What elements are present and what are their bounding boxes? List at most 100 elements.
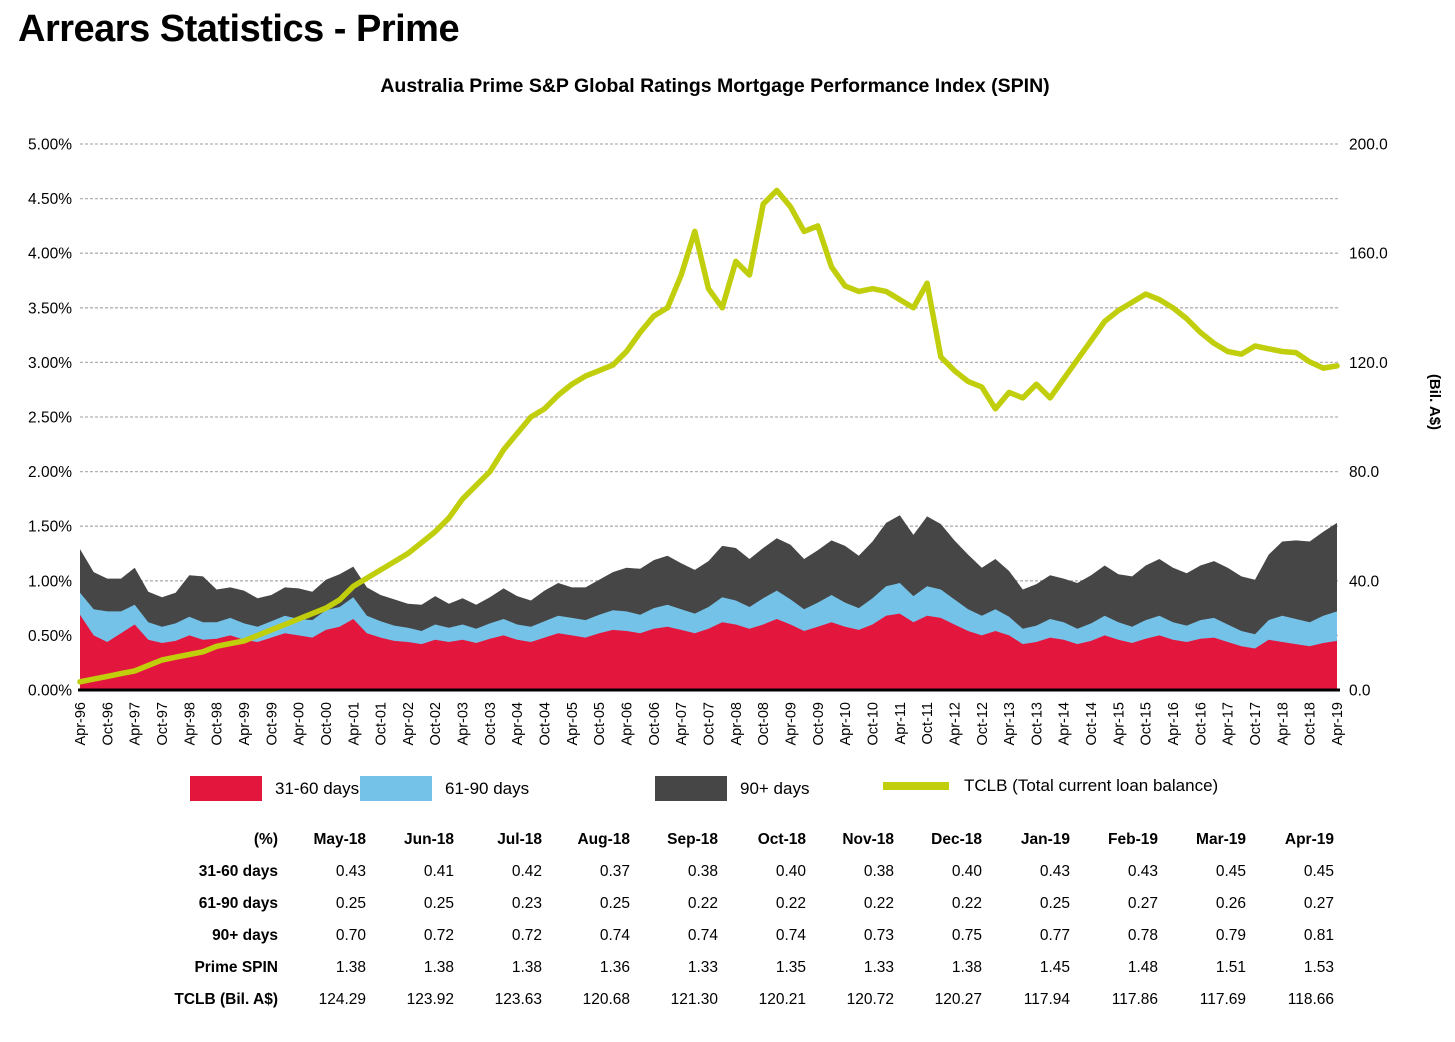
table-row: Prime SPIN 1.38 1.38 1.38 1.36 1.33 1.35 1.33 1.… (0, 952, 1336, 984)
cell-value: 0.25 (599, 895, 630, 912)
legend-item-61-90: 61-90 days (360, 776, 529, 801)
cell-value: 0.45 (1303, 863, 1334, 880)
x-axis-tick: Oct-09 (811, 702, 827, 746)
cell-value: 1.48 (1127, 959, 1158, 976)
cell-value: 0.79 (1215, 927, 1246, 944)
right-axis-tick: 40.0 (1349, 573, 1380, 590)
cell-value: 1.36 (599, 959, 630, 976)
cell-value: 1.38 (511, 959, 542, 976)
cell-value: 0.22 (951, 895, 982, 912)
cell-value: 0.22 (775, 895, 806, 912)
x-axis-tick: Oct-04 (538, 702, 554, 746)
cell-value: 0.75 (951, 927, 982, 944)
x-axis-tick: Apr-19 (1330, 702, 1346, 746)
column-header: Jan-19 (1020, 831, 1070, 848)
table-header-row: (%) May-18 Jun-18 Jul-18 Aug-18 Sep-18 Oct-18 N… (0, 824, 1336, 856)
cell-value: 1.53 (1303, 959, 1334, 976)
x-axis-tick: Apr-14 (1057, 702, 1073, 746)
legend-label: 31-60 days (275, 778, 360, 798)
x-axis-tick: Oct-00 (319, 702, 335, 746)
cell-value: 123.63 (494, 991, 542, 1008)
cell-value: 120.68 (582, 991, 630, 1008)
cell-value: 1.38 (951, 959, 982, 976)
cell-value: 0.38 (687, 863, 718, 880)
x-axis-tick: Oct-97 (155, 702, 171, 746)
cell-value: 1.38 (423, 959, 454, 976)
left-axis-tick: 1.50% (28, 519, 72, 536)
table-corner-header: (%) (253, 831, 278, 848)
cell-value: 1.38 (335, 959, 366, 976)
x-axis-tick: Apr-16 (1166, 702, 1182, 746)
column-header: Jul-18 (497, 831, 542, 848)
cell-value: 120.27 (934, 991, 982, 1008)
cell-value: 0.40 (775, 863, 806, 880)
cell-value: 0.72 (423, 927, 454, 944)
cell-value: 120.72 (846, 991, 894, 1008)
cell-value: 123.92 (406, 991, 454, 1008)
legend-swatch-tclb-line (883, 782, 949, 790)
x-axis-tick: Oct-14 (1084, 702, 1100, 746)
cell-value: 0.43 (1127, 863, 1158, 880)
cell-value: 0.43 (1039, 863, 1070, 880)
cell-value: 1.35 (775, 959, 806, 976)
table-row: 61-90 days 0.25 0.25 0.23 0.25 0.22 0.22 0.22 0.… (0, 888, 1336, 920)
cell-value: 0.70 (335, 927, 366, 944)
legend-item-90plus: 90+ days (655, 776, 809, 801)
cell-value: 0.23 (511, 895, 542, 912)
cell-value: 1.51 (1215, 959, 1246, 976)
x-axis-tick: Oct-01 (374, 702, 390, 746)
x-axis-tick: Oct-11 (920, 702, 936, 744)
table-row: TCLB (Bil. A$) 124.29 123.92 123.63 120.68 12… (0, 984, 1336, 1016)
x-axis-tick: Oct-02 (428, 702, 444, 746)
x-axis-tick: Oct-15 (1139, 702, 1155, 746)
x-axis-tick: Oct-98 (210, 702, 226, 746)
cell-value: 117.94 (1023, 991, 1070, 1008)
x-axis-tick: Oct-10 (865, 702, 881, 746)
right-axis-tick: 160.0 (1349, 246, 1388, 263)
x-axis-tick: Apr-17 (1221, 702, 1237, 746)
column-header: May-18 (313, 831, 366, 848)
x-axis-tick: Apr-13 (1002, 702, 1018, 746)
cell-value: 120.21 (758, 991, 806, 1008)
cell-value: 0.77 (1039, 927, 1070, 944)
left-axis-tick: 4.00% (28, 246, 72, 263)
cell-value: 0.22 (687, 895, 718, 912)
arrears-stats-table: (%) May-18 Jun-18 Jul-18 Aug-18 Sep-18 Oct-18 N… (0, 824, 1336, 1016)
x-axis-tick: Apr-09 (783, 702, 799, 746)
column-header: Aug-18 (577, 831, 630, 848)
x-axis-tick: Apr-02 (401, 702, 417, 746)
left-axis-tick: 2.00% (28, 464, 72, 481)
x-axis-tick: Apr-18 (1275, 702, 1291, 746)
cell-value: 0.72 (511, 927, 542, 944)
cell-value: 1.45 (1039, 959, 1070, 976)
right-axis-tick: 200.0 (1349, 137, 1388, 154)
legend-swatch-61-90 (360, 776, 432, 801)
row-label: 31-60 days (198, 863, 278, 880)
cell-value: 0.40 (951, 863, 982, 880)
x-axis-tick: Oct-08 (756, 702, 772, 746)
column-header: Feb-19 (1108, 831, 1158, 848)
x-axis-tick: Oct-05 (592, 702, 608, 746)
cell-value: 0.78 (1127, 927, 1158, 944)
legend-label: TCLB (Total current loan balance) (964, 776, 1219, 795)
area-31-60-days (80, 613, 1337, 690)
column-header: Sep-18 (667, 831, 718, 848)
table-row: 90+ days 0.70 0.72 0.72 0.74 0.74 0.74 0.73 0.75… (0, 920, 1336, 952)
x-axis-tick: Apr-99 (237, 702, 253, 746)
row-label: 61-90 days (198, 895, 278, 912)
x-axis-tick: Apr-15 (1111, 702, 1127, 746)
x-axis-tick: Oct-96 (100, 702, 116, 746)
cell-value: 0.25 (335, 895, 366, 912)
left-axis-tick: 0.00% (28, 683, 72, 700)
left-axis-tick: 3.50% (28, 300, 72, 317)
x-axis-tick: Apr-11 (893, 702, 909, 744)
legend-swatch-90plus (655, 776, 727, 801)
left-axis-tick: 1.00% (28, 573, 72, 590)
cell-value: 0.41 (423, 863, 454, 880)
cell-value: 0.37 (599, 863, 630, 880)
column-header: Mar-19 (1196, 831, 1246, 848)
x-axis-tick: Apr-07 (674, 702, 690, 746)
right-axis-tick: 120.0 (1349, 355, 1388, 372)
x-axis-tick: Apr-01 (346, 702, 362, 746)
